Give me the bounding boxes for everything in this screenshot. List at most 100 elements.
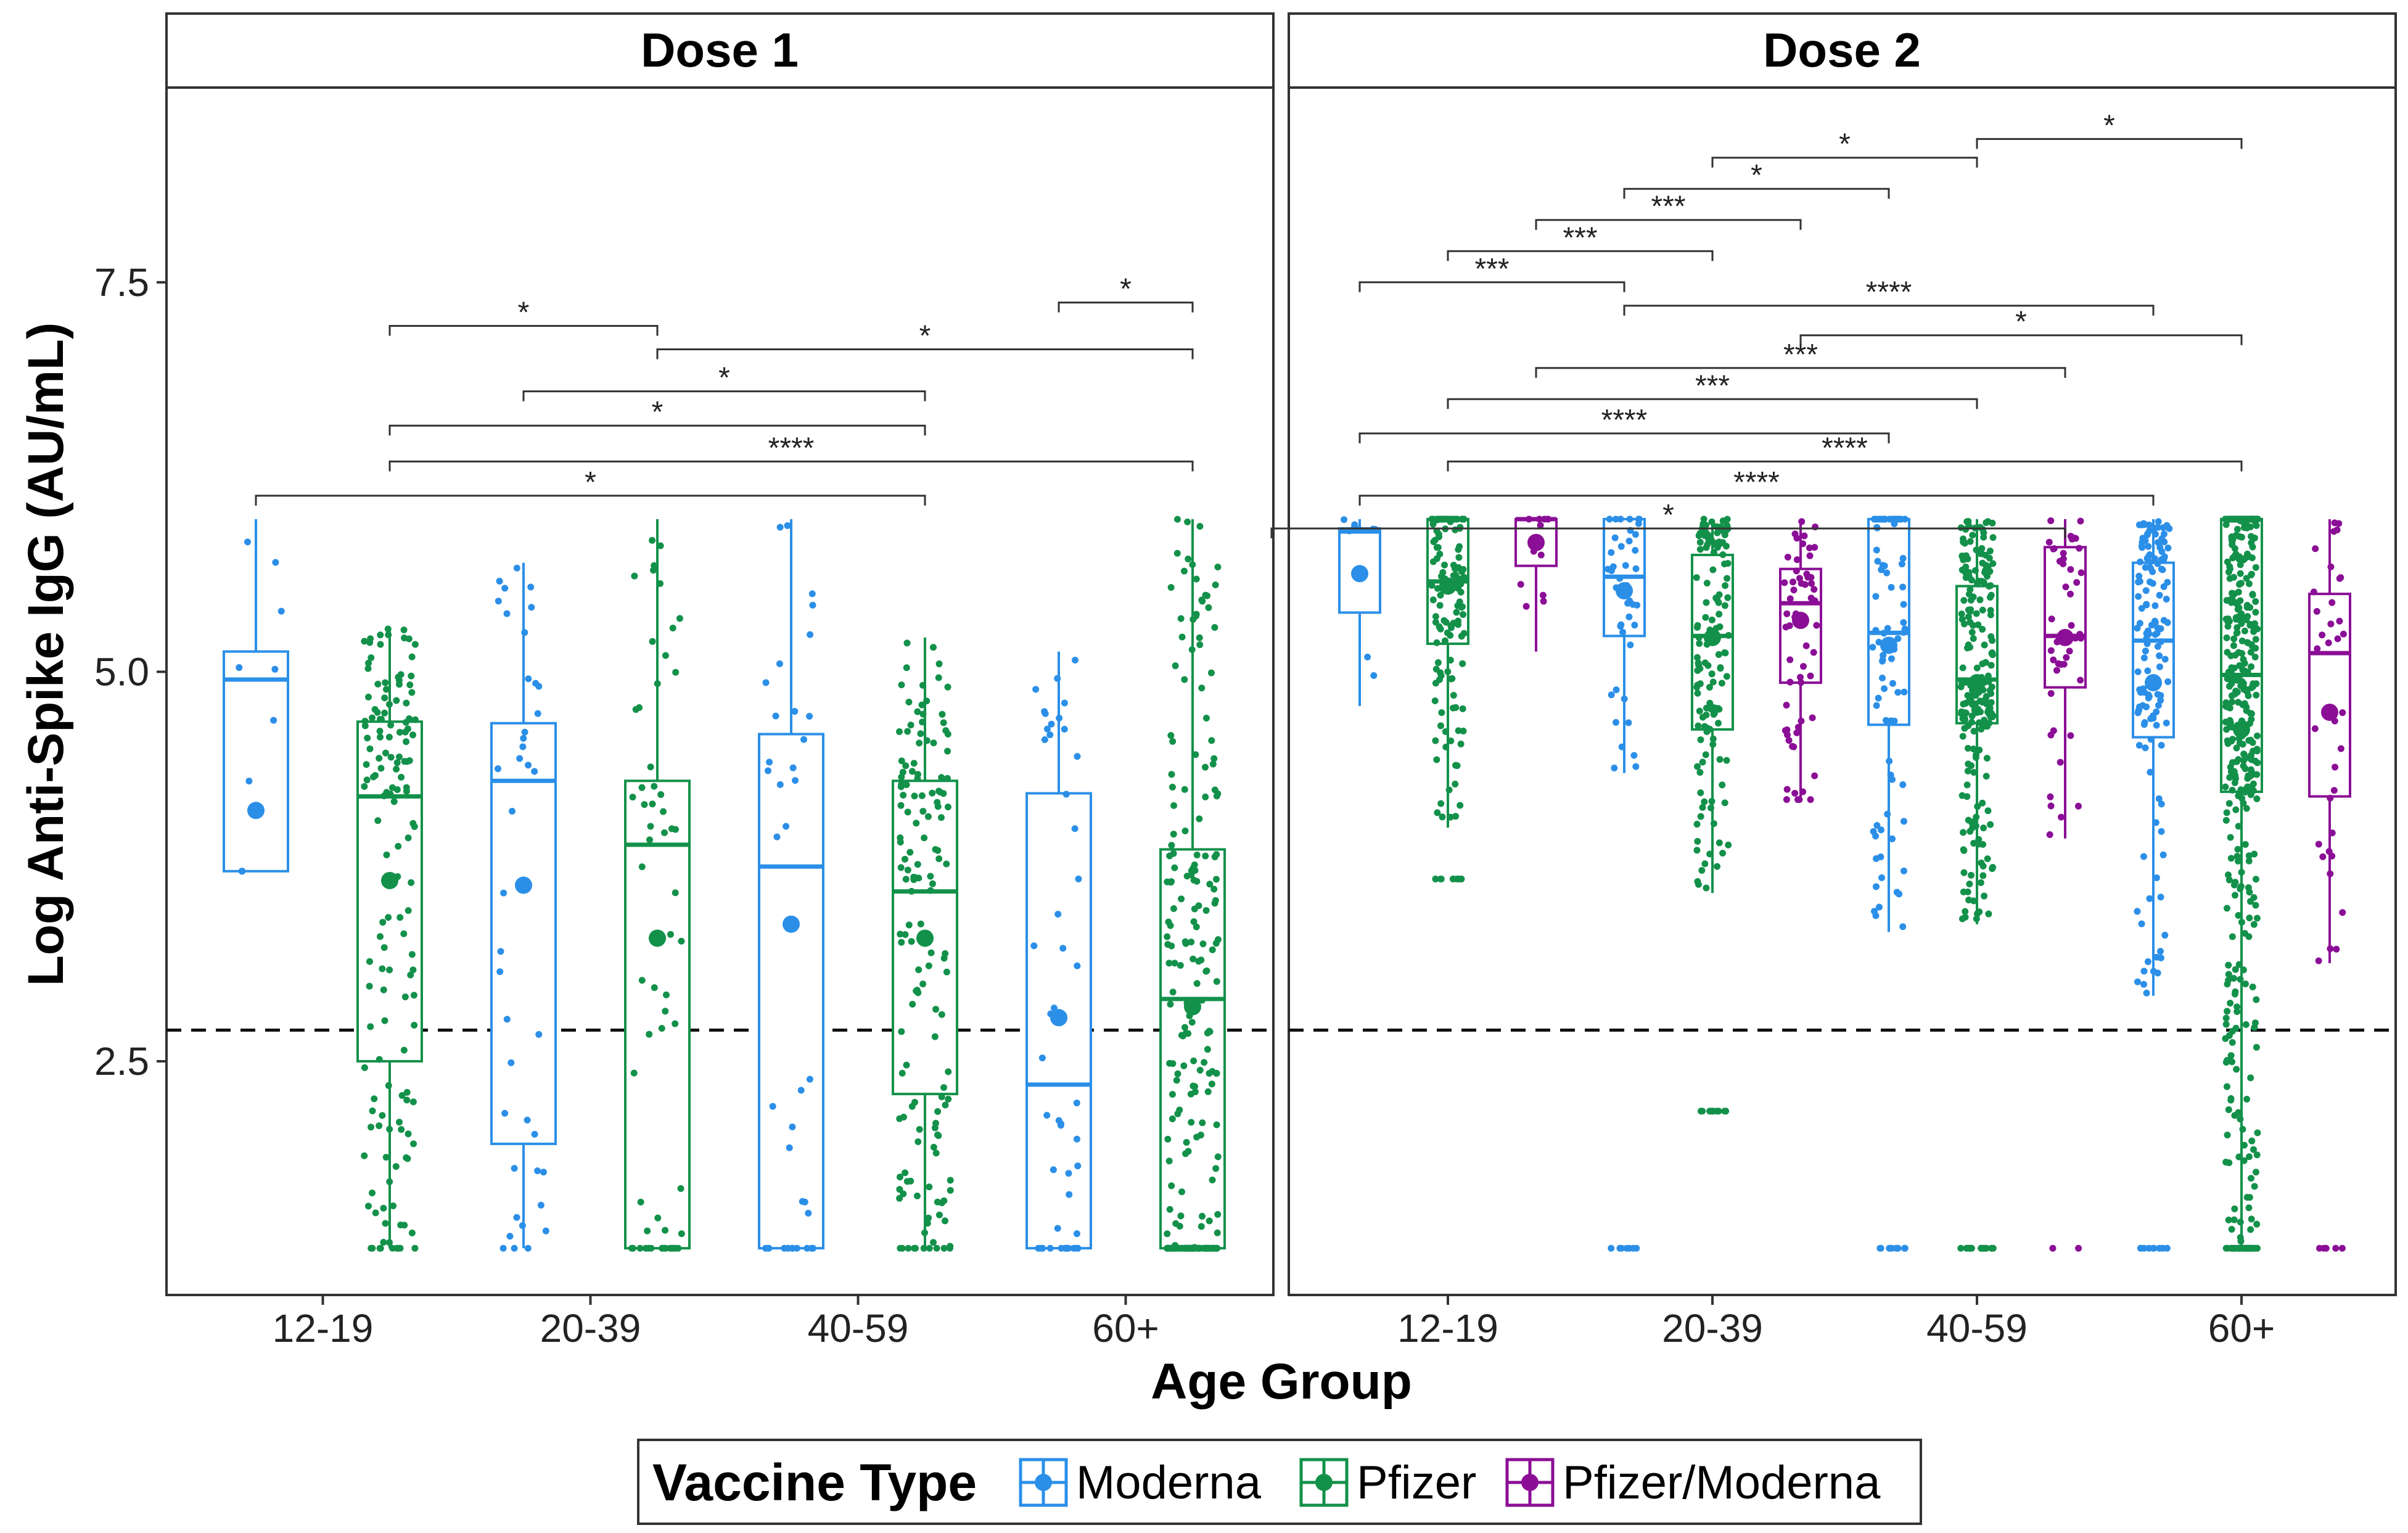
data-point xyxy=(1608,567,1615,574)
significance-label: * xyxy=(585,466,596,499)
significance-bracket: **** xyxy=(1447,432,2243,472)
data-point xyxy=(1881,516,1889,523)
data-point xyxy=(1973,580,1981,587)
data-point xyxy=(384,625,392,633)
data-point xyxy=(1798,717,1805,725)
data-point xyxy=(1983,701,1991,708)
data-point xyxy=(1056,715,1063,722)
legend-key-mean xyxy=(1035,1474,1052,1491)
data-point xyxy=(2076,630,2084,638)
box-group-40-59-moderna xyxy=(758,519,824,1252)
significance-bracket: * xyxy=(1799,306,2243,345)
data-point xyxy=(1901,625,1909,633)
data-point xyxy=(1212,876,1220,883)
data-point xyxy=(1811,597,1818,604)
data-point xyxy=(1978,1244,1986,1252)
data-point xyxy=(1798,679,1805,686)
data-point xyxy=(1793,729,1801,736)
data-point xyxy=(2145,1244,2153,1252)
data-point xyxy=(1054,910,1062,918)
data-point xyxy=(1458,516,1466,523)
data-point xyxy=(1213,1121,1220,1128)
data-point xyxy=(1434,809,1441,816)
data-point xyxy=(2241,627,2248,635)
data-point xyxy=(1889,680,1896,687)
data-point xyxy=(1875,694,1882,702)
data-point xyxy=(1721,602,1728,609)
data-point xyxy=(1879,657,1886,665)
data-points xyxy=(2045,517,2085,1252)
data-point xyxy=(776,781,784,788)
data-point xyxy=(390,798,398,805)
data-point xyxy=(636,704,643,712)
data-point xyxy=(1432,875,1439,882)
data-point xyxy=(927,949,935,956)
data-point xyxy=(2144,530,2151,538)
data-point xyxy=(382,1220,389,1227)
data-point xyxy=(945,1068,952,1075)
data-point xyxy=(1167,1244,1175,1252)
data-point xyxy=(2226,723,2233,730)
data-point xyxy=(945,1095,952,1103)
data-point xyxy=(1718,680,1725,687)
data-point xyxy=(411,716,419,723)
data-point xyxy=(1212,582,1219,589)
data-point xyxy=(904,808,911,816)
data-point xyxy=(2153,721,2160,729)
data-point xyxy=(929,1239,937,1246)
data-point xyxy=(1874,557,1881,565)
data-point xyxy=(1793,556,1801,564)
data-point xyxy=(1188,646,1196,654)
data-point xyxy=(1447,675,1455,683)
data-point xyxy=(1441,561,1448,569)
data-point xyxy=(1899,781,1907,789)
data-point xyxy=(387,754,395,761)
data-point xyxy=(1709,566,1717,573)
data-points xyxy=(2310,519,2347,1252)
data-point xyxy=(1719,551,1727,559)
data-point xyxy=(1960,829,1967,836)
data-point xyxy=(1798,518,1806,525)
data-point xyxy=(1715,1108,1722,1115)
data-point xyxy=(1971,706,1978,713)
data-point xyxy=(1452,781,1459,788)
data-point xyxy=(361,783,368,790)
data-point xyxy=(2143,703,2150,710)
significance-label: * xyxy=(919,319,931,352)
data-point xyxy=(387,791,394,798)
data-point xyxy=(1613,719,1620,726)
data-point xyxy=(1050,1166,1057,1173)
data-point xyxy=(2334,635,2341,643)
x-tick-label: 40-59 xyxy=(1926,1306,2028,1350)
data-point xyxy=(364,693,372,701)
data-point xyxy=(1061,726,1068,733)
data-point xyxy=(1799,788,1807,795)
data-point xyxy=(1965,722,1972,730)
data-point xyxy=(2161,656,2169,663)
data-point xyxy=(1198,596,1206,604)
data-point xyxy=(1978,726,1985,733)
data-point xyxy=(1181,676,1188,683)
data-point xyxy=(1807,672,1814,680)
data-point xyxy=(1202,852,1209,860)
data-point xyxy=(2154,691,2161,698)
data-point xyxy=(1630,1244,1637,1252)
data-point xyxy=(1696,665,1704,672)
data-point xyxy=(1803,570,1810,578)
data-point xyxy=(1214,563,1222,570)
data-point xyxy=(631,572,638,580)
data-point xyxy=(1193,851,1201,858)
data-point xyxy=(2222,783,2229,791)
data-point xyxy=(1208,737,1215,744)
data-point xyxy=(2147,559,2154,566)
data-point xyxy=(1958,553,1966,561)
data-point xyxy=(368,654,375,662)
data-point xyxy=(361,1152,368,1159)
data-point xyxy=(408,672,415,680)
data-point xyxy=(644,1227,651,1235)
data-point xyxy=(1694,689,1701,697)
data-point xyxy=(1901,688,1908,696)
data-point xyxy=(377,641,384,648)
data-point xyxy=(1957,710,1965,717)
significance-label: **** xyxy=(1866,276,1912,309)
